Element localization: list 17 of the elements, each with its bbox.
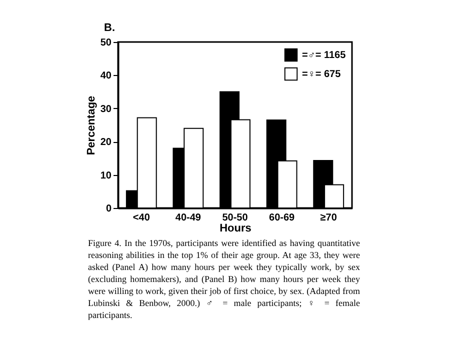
- caption: Figure 4. In the 1970s, participants were identified as having quantitative reasoning abilities in the top 1% of their age group. At age 33, they were asked (Panel A) how many hours per week they typically work, by sex (excluding homemakers), and (Panel B) how many hours per week they were willing to work, given their job of first choice, by sex. (Adapted from Lubinski & Benbow, 2000.) ♂ = male participants; ♀ = female participants.: [88, 237, 360, 321]
- legend-label: =♂= 1165: [302, 50, 346, 61]
- legend-label: =♀= 675: [302, 69, 342, 80]
- text: B.: [104, 22, 115, 34]
- y-tick-label: 10: [100, 170, 112, 182]
- y-tick-label: 0: [106, 204, 112, 214]
- x-tick-label: 40-49: [175, 212, 202, 224]
- x-axis-title: Hours: [220, 222, 252, 234]
- y-tick-label: 20: [100, 137, 112, 148]
- y-axis-title: Percentage: [85, 96, 98, 156]
- x-tick-label: ≥70: [320, 212, 338, 224]
- y-tick-label: 50: [100, 38, 112, 48]
- x-tick-label: 50-50: [222, 212, 248, 224]
- x-tick-label: <40: [132, 212, 150, 224]
- x-tick-label: 60-69: [269, 212, 296, 224]
- y-tick-label: 30: [100, 104, 112, 115]
- y-tick-label: 40: [100, 70, 112, 82]
